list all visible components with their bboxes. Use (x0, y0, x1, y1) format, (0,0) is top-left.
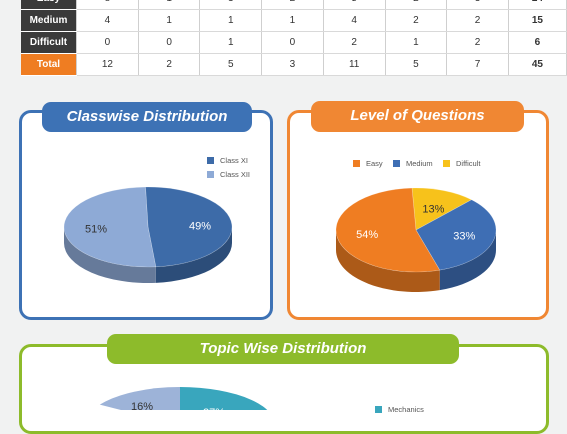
table-cell: 2 (261, 0, 324, 10)
pie-slice-side (336, 230, 440, 292)
table-cell: 0 (261, 31, 324, 54)
table-cell: 5 (323, 0, 386, 10)
table-row: Medium 4 1 1 1 4 2 2 15 (21, 9, 567, 32)
pie-slice (145, 186, 233, 268)
topic-title: Topic Wise Distribution (107, 334, 459, 364)
table-cell: 1 (199, 31, 263, 54)
table-cell: 1 (385, 31, 448, 54)
legend-item: Difficult (443, 159, 480, 168)
table-cell: 0 (76, 31, 139, 54)
legend-swatch (207, 157, 214, 164)
table-cell: 2 (323, 31, 386, 54)
pie-slice-label: 54% (356, 229, 378, 241)
pie-slice-label: 16% (131, 401, 153, 410)
table-row: Difficult 0 0 1 0 2 1 2 6 (21, 31, 567, 54)
level-title: Level of Questions (311, 101, 524, 132)
row-total: 15 (508, 9, 567, 32)
table-cell: 11 (323, 53, 386, 76)
pie-slice (415, 199, 497, 271)
row-total: 45 (508, 53, 567, 76)
questions-table: Easy 8 1 3 2 5 2 3 24 Medium 4 1 1 1 4 2… (21, 0, 567, 76)
pie-slice (63, 186, 157, 268)
legend-item: Class XI (207, 156, 248, 165)
pie-slice (335, 187, 441, 273)
pie-slice-label: 51% (85, 223, 107, 235)
row-label: Total (21, 53, 77, 76)
table-cell: 2 (446, 31, 509, 54)
row-total: 6 (508, 31, 567, 54)
legend-swatch (393, 160, 400, 167)
table-cell: 3 (446, 0, 509, 10)
row-label: Easy (21, 0, 77, 10)
table-cell: 7 (446, 53, 509, 76)
table-cell: 2 (446, 9, 509, 32)
pie-slice-side (155, 227, 232, 283)
table-cell: 1 (261, 9, 324, 32)
legend-label: Class XI (220, 156, 248, 165)
pie-slice-label: 49% (189, 221, 211, 233)
table-cell: 1 (138, 9, 201, 32)
table-cell: 4 (323, 9, 386, 32)
table-cell: 5 (199, 53, 263, 76)
table-cell: 2 (385, 9, 448, 32)
table-cell: 2 (138, 53, 201, 76)
pie-slice-label: 13% (422, 203, 444, 215)
pie-slice (411, 187, 473, 231)
legend-label: Class XII (220, 170, 251, 179)
legend-label: Easy (366, 159, 383, 168)
pie-charts-canvas: 49% 51% 13% 33% 54% 16% 27% (63, 186, 497, 410)
legend-item: Easy (353, 159, 383, 168)
table-cell: 8 (76, 0, 139, 10)
table-cell: 4 (76, 9, 139, 32)
legend-swatch (353, 160, 360, 167)
table-cell: 1 (199, 9, 263, 32)
table-cell: 12 (76, 53, 139, 76)
pie-slice (99, 387, 180, 410)
pie-slice-label: 33% (453, 230, 475, 242)
table-cell: 3 (261, 53, 324, 76)
row-total: 24 (508, 0, 567, 10)
table-cell: 5 (385, 53, 448, 76)
pie-slice (180, 387, 268, 410)
table-row: Easy 8 1 3 2 5 2 3 24 (21, 0, 567, 10)
table-cell: 1 (138, 0, 201, 10)
legend-label: Difficult (456, 159, 481, 168)
row-label: Medium (21, 9, 77, 32)
legend-swatch (207, 171, 214, 178)
pie-slice-side (64, 227, 156, 283)
legend-swatch (443, 160, 450, 167)
table-row-total: Total 12 2 5 3 11 5 7 45 (21, 53, 567, 76)
table-cell: 3 (199, 0, 263, 10)
classwise-title: Classwise Distribution (42, 102, 252, 132)
legend-item: Class XII (207, 170, 250, 179)
legend-label: Medium (406, 159, 433, 168)
table-cell: 0 (138, 31, 201, 54)
pie-slice-label: 27% (203, 407, 225, 410)
table-cell: 2 (385, 0, 448, 10)
row-label: Difficult (21, 31, 77, 54)
pie-slice-side (439, 230, 496, 291)
legend-item: Medium (393, 159, 433, 168)
